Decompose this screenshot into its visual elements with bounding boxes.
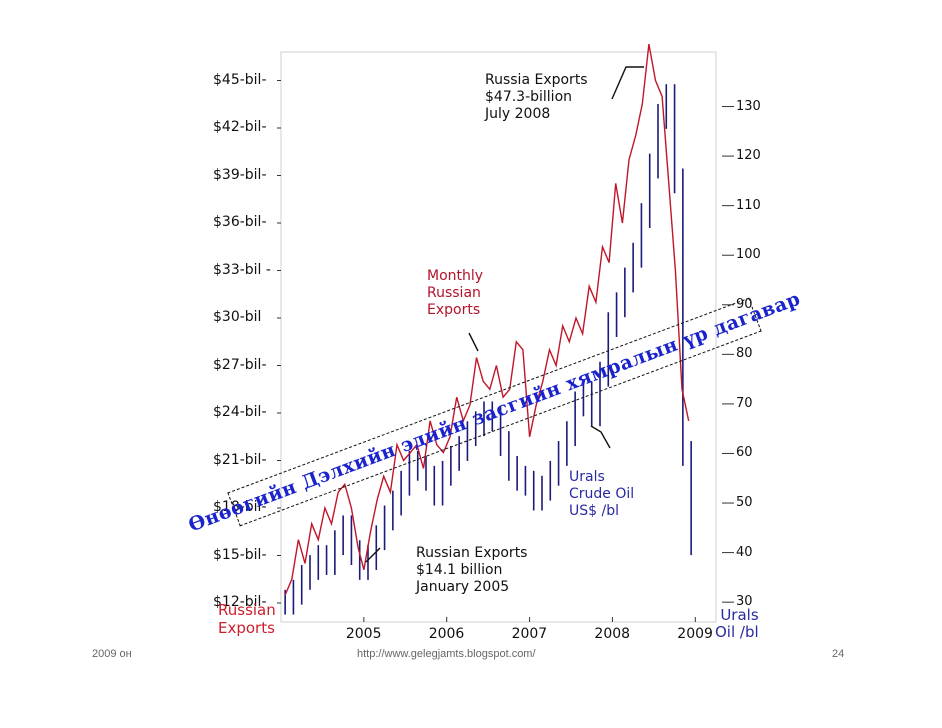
- right-tick-label: 50: [736, 495, 753, 511]
- right-tick-label: 70: [736, 395, 753, 411]
- footer-year: 2009 он: [92, 648, 132, 660]
- monthly-leader: [468, 332, 479, 352]
- right-tick-label: 30: [736, 594, 753, 610]
- x-tick-label: 2008: [594, 626, 631, 642]
- left-tick-label: $27-bil-: [213, 356, 267, 373]
- right-tick-label: 100: [736, 247, 761, 263]
- right-axis-title: Urals Oil /bl: [715, 606, 759, 641]
- left-tick-label: $33-bil -: [213, 261, 271, 278]
- left-tick-label: $12-bil-: [213, 594, 267, 610]
- left-tick-label: $24-bil-: [213, 404, 267, 420]
- x-tick-label: 2009: [677, 626, 713, 642]
- left-axis-title: Russian Exports: [218, 601, 276, 637]
- jan2005-annotation: Russian Exports $14.1 billion January 20…: [416, 545, 528, 595]
- right-tick-label: 120: [736, 148, 761, 164]
- footer-page-number: 24: [832, 648, 845, 660]
- x-tick-marks: [363, 617, 696, 622]
- x-tick-label: 2005: [345, 626, 382, 642]
- left-tick-label: $39-bil-: [213, 166, 267, 183]
- right-tick-label: 110: [736, 197, 761, 213]
- peak-annotation: Russia Exports $47.3-billion July 2008: [485, 72, 588, 122]
- left-tick-label: $15-bil-: [213, 546, 267, 563]
- urals-oil-annotation: Urals Crude Oil US$ /bl: [569, 469, 635, 519]
- peak-leader: [611, 66, 644, 100]
- left-tick-label: $18-bil-: [213, 499, 267, 515]
- left-tick-marks: [277, 80, 281, 604]
- urals-leader: [590, 425, 611, 449]
- right-tick-label: 130: [736, 98, 761, 114]
- annotation-leaders: [365, 66, 644, 563]
- right-tick-label: 40: [736, 544, 753, 560]
- left-tick-label: $42-bil-: [213, 119, 267, 135]
- left-tick-label: $30-bil: [213, 309, 262, 325]
- footer-url[interactable]: http://www.gelegjamts.blogspot.com/: [357, 648, 536, 660]
- jan2005-leader: [365, 547, 381, 563]
- right-tick-label: 90: [736, 296, 753, 312]
- left-tick-label: $45-bil-: [213, 71, 267, 88]
- monthly-exports-annotation: Monthly Russian Exports: [427, 268, 484, 318]
- x-tick-label: 2007: [511, 626, 548, 642]
- right-tick-marks: [722, 106, 734, 603]
- right-tick-label: 80: [736, 346, 753, 362]
- urals-oil-series: [284, 84, 692, 615]
- right-tick-label: 60: [736, 445, 753, 461]
- plot-frame: [280, 51, 717, 623]
- left-tick-label: $36-bil-: [213, 214, 267, 230]
- left-tick-label: $21-bil-: [213, 451, 267, 468]
- x-tick-label: 2006: [428, 626, 465, 642]
- russian-exports-line: [284, 43, 690, 596]
